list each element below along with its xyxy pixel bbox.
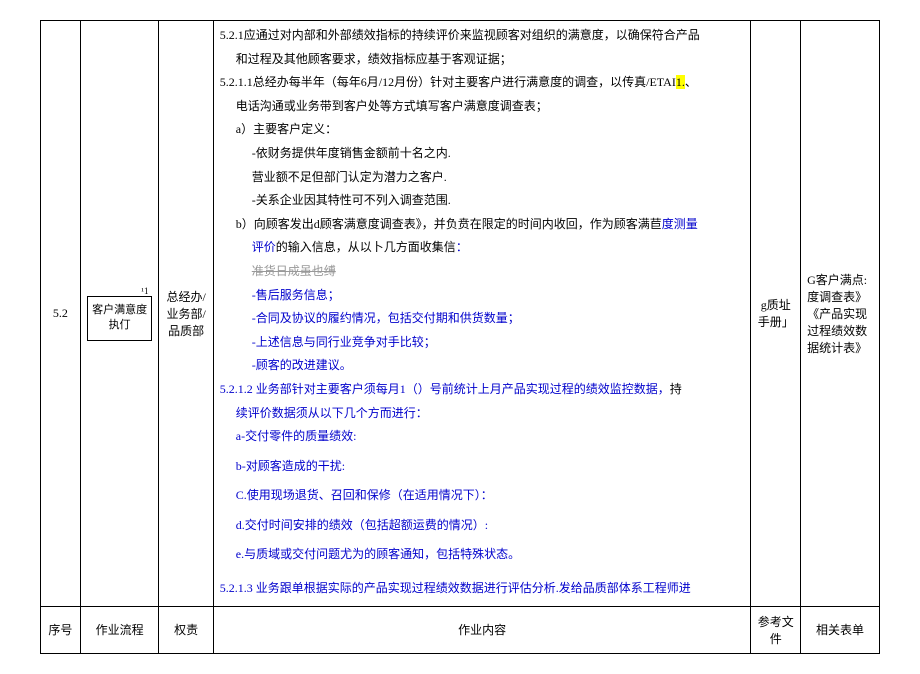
header-seq: 序号 bbox=[41, 606, 81, 653]
content-line: C.使用现场退货、召回和保修（在适用情况下）： bbox=[220, 485, 745, 507]
content-line: 营业额不足但部门认定为潜力之客户. bbox=[220, 167, 745, 189]
main-content-row: 5.2 ¹1 客户满意度 执仃 总经办/ 业务部/ 品质部 5.2.1应通过对内… bbox=[41, 21, 880, 607]
seq-cell: 5.2 bbox=[41, 21, 81, 607]
content-line: -合同及协议的履约情况，包括交付期和供货数量； bbox=[220, 308, 745, 330]
flow-cell: ¹1 客户满意度 执仃 bbox=[80, 21, 159, 607]
content-line: -顾客的改进建议。 bbox=[220, 355, 745, 377]
content-line: a-交付零件的质量绩效: bbox=[220, 426, 745, 448]
header-content: 作业内容 bbox=[213, 606, 751, 653]
content-line: 5.2.1应通过对内部和外部绩效指标的持续评价来监视顾客对组织的满意度，以确保符… bbox=[220, 25, 745, 47]
content-line: 5.2.1.1总经办每半年（每年6月/12月份）针对主要客户进行满意度的调查，以… bbox=[220, 72, 745, 94]
content-line: -关系企业因其特性可不列入调查范围. bbox=[220, 190, 745, 212]
document-table: 5.2 ¹1 客户满意度 执仃 总经办/ 业务部/ 品质部 5.2.1应通过对内… bbox=[40, 20, 880, 654]
flow-step-number: ¹1 bbox=[87, 286, 153, 296]
content-line: -依财务提供年度销售金额前十名之内. bbox=[220, 143, 745, 165]
content-line: -上述信息与同行业竞争对手比较； bbox=[220, 332, 745, 354]
forms-cell: G客户满点: 度调查表》 《产品实现 过程绩效数 据统计表》 bbox=[801, 21, 880, 607]
responsibility-cell: 总经办/ 业务部/ 品质部 bbox=[159, 21, 213, 607]
header-form: 相关表单 bbox=[801, 606, 880, 653]
content-line: -售后服务信息； bbox=[220, 285, 745, 307]
content-cell: 5.2.1应通过对内部和外部绩效指标的持续评价来监视顾客对组织的满意度，以确保符… bbox=[213, 21, 751, 607]
header-flow: 作业流程 bbox=[80, 606, 159, 653]
header-ref: 参考文件 bbox=[751, 606, 801, 653]
content-line: b-对顾客造成的干扰: bbox=[220, 456, 745, 478]
highlight: 1. bbox=[676, 75, 685, 89]
content-line: 5.2.1.3 业务跟单根据实际的产品实现过程绩效数据进行评估分析.发给品质部体… bbox=[220, 578, 745, 600]
content-line: 评价的输入信息，从以卜几方面收集信： bbox=[220, 237, 745, 259]
content-line: 续评价数据须从以下几个方而进行： bbox=[220, 403, 745, 425]
content-line-strike: 准货日成虽也缚 bbox=[220, 261, 745, 283]
content-line: a）主要客户定义： bbox=[220, 119, 745, 141]
header-resp: 权责 bbox=[159, 606, 213, 653]
reference-cell: g质址手册」 bbox=[751, 21, 801, 607]
content-line: 电话沟通或业务带到客户处等方式填写客户满意度调查表； bbox=[220, 96, 745, 118]
table-header-row: 序号 作业流程 权责 作业内容 参考文件 相关表单 bbox=[41, 606, 880, 653]
content-line: b）向顾客发出d顾客满意度调查表》，并负贲在限定的时间内收回，作为顾客满苣度测量 bbox=[220, 214, 745, 236]
content-line: 和过程及其他顾客要求，绩效指标应基于客观证据； bbox=[220, 49, 745, 71]
flow-step-box: 客户满意度 执仃 bbox=[87, 296, 153, 341]
content-line: 5.2.1.2 业务部针对主要客户须每月1（）号前统计上月产品实现过程的绩效监控… bbox=[220, 379, 745, 401]
content-line: d.交付时间安排的绩效（包括超额运费的情况）: bbox=[220, 515, 745, 537]
content-line: e.与质域或交付问题尤为的顾客通知，包括特殊状态。 bbox=[220, 544, 745, 566]
